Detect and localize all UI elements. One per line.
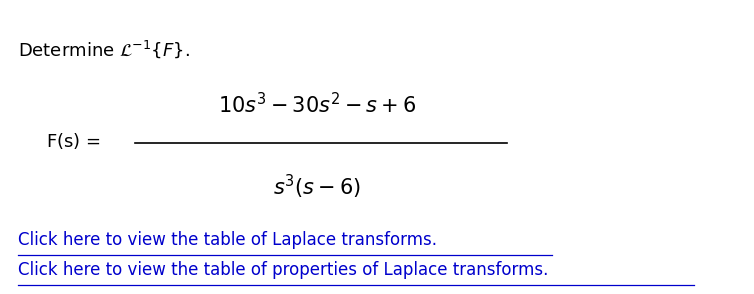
Text: Click here to view the table of properties of Laplace transforms.: Click here to view the table of properti… [17,261,548,279]
Text: $10s^3 - 30s^2 - s + 6$: $10s^3 - 30s^2 - s + 6$ [218,91,416,117]
Text: $\mathsf{F(s)}$ =: $\mathsf{F(s)}$ = [47,131,101,151]
Text: $s^3(s-6)$: $s^3(s-6)$ [274,173,361,201]
Text: Determine $\mathcal{L}^{-1}\{F\}.$: Determine $\mathcal{L}^{-1}\{F\}.$ [17,39,189,60]
Text: Click here to view the table of Laplace transforms.: Click here to view the table of Laplace … [17,231,437,249]
